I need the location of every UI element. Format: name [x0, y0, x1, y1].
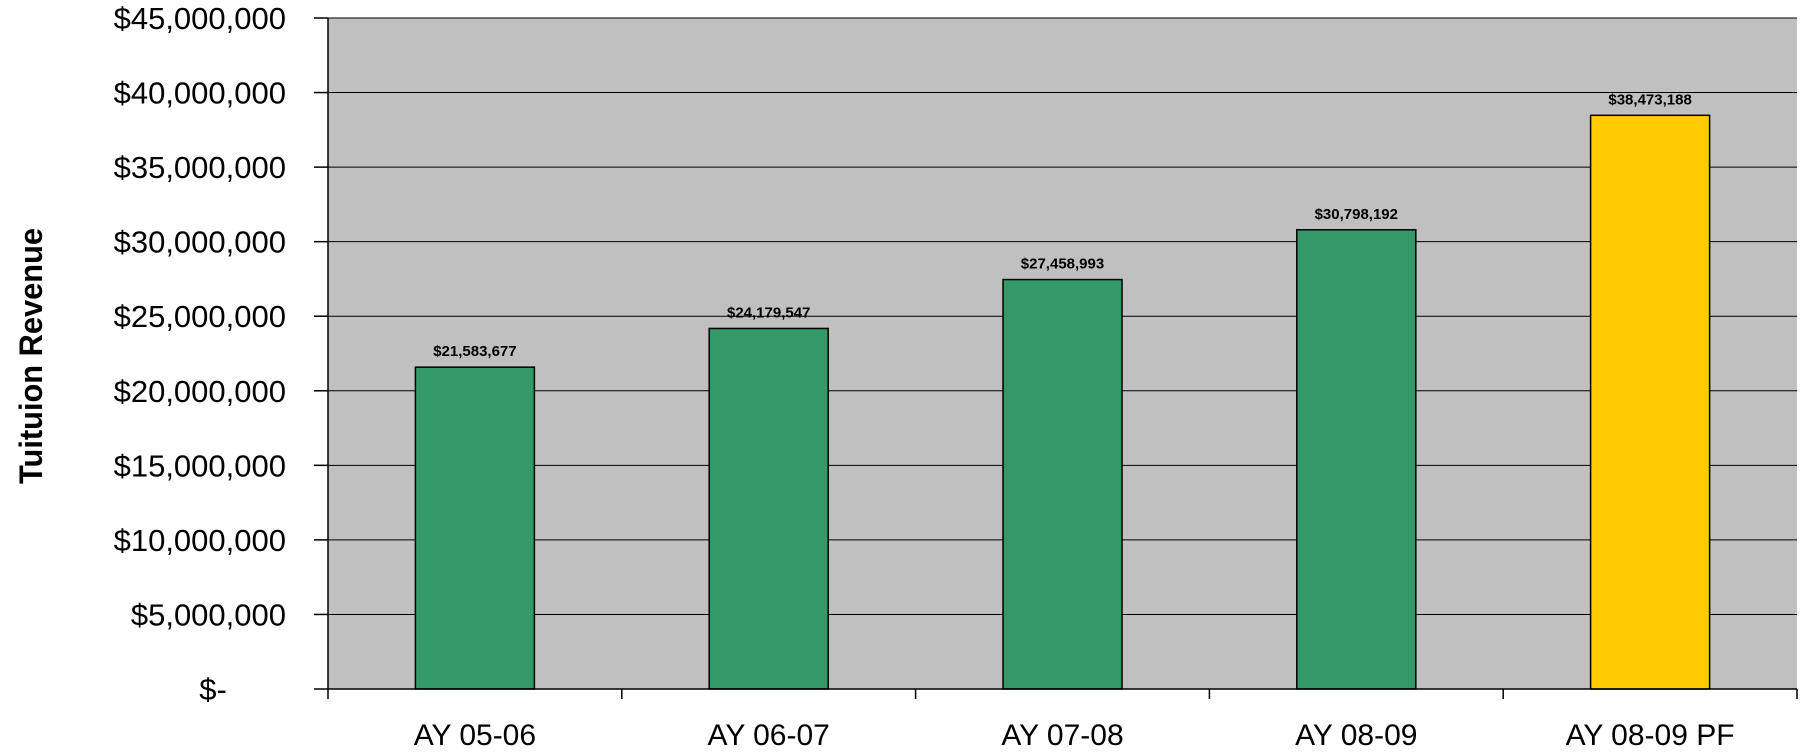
y-axis-tick-labels: $- $5,000,000 $10,000,000 $15,000,000 $20,00… — [114, 1, 286, 707]
x-tick-label: AY 08-09 — [1295, 719, 1417, 752]
bar — [708, 327, 829, 690]
y-tick-label: $20,000,000 — [114, 374, 286, 409]
y-tick-label: $25,000,000 — [114, 299, 286, 334]
x-tick-label: AY 05-06 — [414, 719, 536, 752]
y-tick-label: $35,000,000 — [114, 150, 286, 185]
bar — [1296, 229, 1417, 690]
bar — [1002, 278, 1123, 690]
y-tick-label: $5,000,000 — [131, 597, 286, 632]
y-tick-label: $- — [199, 672, 227, 707]
x-tick-label: AY 08-09 PF — [1566, 719, 1735, 752]
data-label: $38,473,188 — [1608, 91, 1691, 108]
bar — [1589, 114, 1711, 690]
bars — [414, 114, 1711, 690]
y-tick-label: $45,000,000 — [114, 1, 286, 36]
data-label: $24,179,547 — [727, 304, 810, 321]
y-tick-label: $15,000,000 — [114, 448, 286, 483]
y-axis-title: Tuituion Revenue — [13, 228, 49, 484]
data-label: $27,458,993 — [1021, 256, 1104, 273]
data-label: $30,798,192 — [1315, 206, 1398, 223]
data-label: $21,583,677 — [433, 343, 516, 360]
axes — [314, 17, 1798, 699]
y-tick-label: $40,000,000 — [114, 76, 286, 111]
y-tick-label: $10,000,000 — [114, 523, 286, 558]
x-axis-tick-labels: AY 05-06 AY 06-07 AY 07-08 AY 08-09 AY 08-09… — [414, 719, 1735, 752]
x-tick-label: AY 06-07 — [708, 719, 830, 752]
data-labels: $21,583,677 $24,179,547 $27,458,993 $30,798… — [433, 91, 1692, 360]
y-tick-label: $30,000,000 — [114, 225, 286, 260]
bar — [414, 366, 536, 690]
x-tick-label: AY 07-08 — [1001, 719, 1123, 752]
